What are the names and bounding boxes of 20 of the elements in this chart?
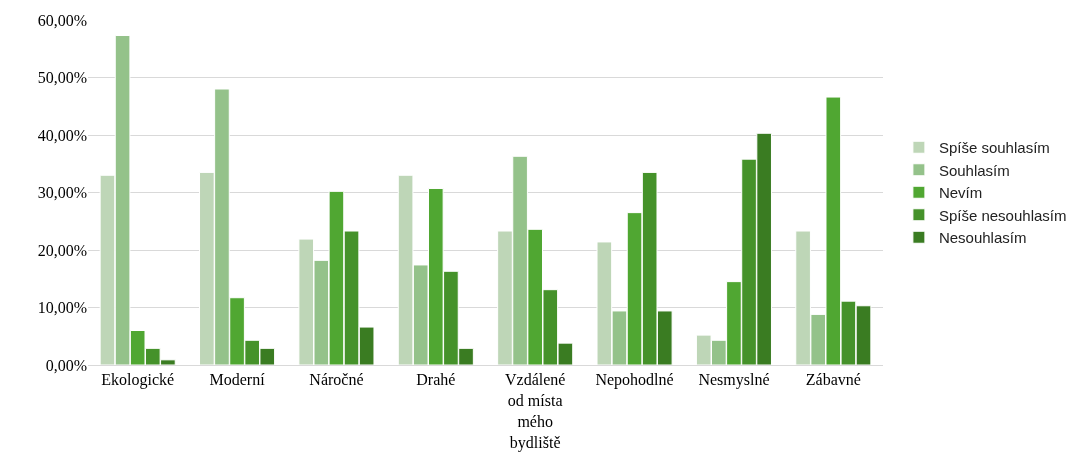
x-tick-label: Nepohodlné — [595, 371, 674, 390]
y-tick-label: 10,00% — [37, 299, 87, 317]
y-tick-label: 20,00% — [37, 241, 87, 259]
legend-label: Spíše souhlasím — [938, 139, 1050, 157]
x-tick-label: Moderní — [209, 371, 266, 389]
x-tick-label: Ekologické — [101, 371, 175, 390]
x-tick-label: Vzdálené od místa mého bydliště — [504, 371, 566, 452]
x-tick-label: Drahé — [416, 371, 456, 389]
legend-label: Nevím — [938, 184, 983, 202]
x-tick-label: Náročné — [309, 371, 364, 389]
legend-label: Souhlasím — [938, 161, 1010, 179]
y-tick-label: 50,00% — [37, 69, 87, 87]
legend-label: Nesouhlasím — [938, 229, 1027, 247]
y-tick-label: 30,00% — [37, 184, 87, 202]
y-tick-label: 60,00% — [37, 11, 87, 29]
x-tick-label: Nesmyslné — [698, 371, 770, 390]
x-tick-label: Zábavné — [805, 371, 861, 389]
legend-label: Spíše nesouhlasím — [938, 206, 1067, 224]
y-tick-label: 0,00% — [45, 356, 87, 374]
y-tick-label: 40,00% — [37, 126, 87, 144]
